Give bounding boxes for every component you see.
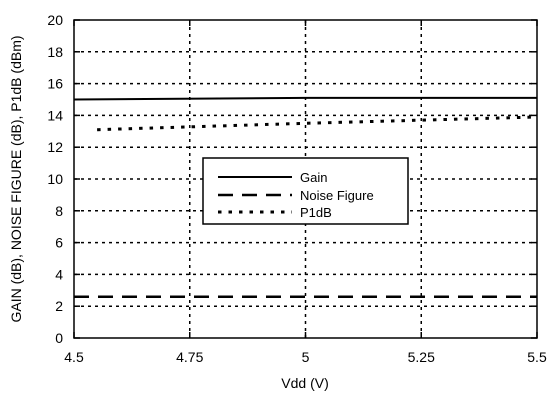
y-axis-label: GAIN (dB), NOISE FIGURE (dB), P1dB (dBm) [8, 35, 24, 322]
legend-label-noise-figure: Noise Figure [300, 188, 374, 203]
y-tick-label: 20 [47, 12, 63, 28]
y-tick-label: 6 [55, 235, 63, 251]
x-tick-label: 5.25 [408, 349, 435, 365]
x-tick-label: 4.75 [176, 349, 203, 365]
x-tick-label: 5 [302, 349, 310, 365]
y-tick-label: 18 [47, 44, 63, 60]
tick-label-layer: 0 2 4 6 8 10 12 14 16 18 20 4.5 4.75 5 5.25 5.5 [47, 12, 547, 365]
legend: Gain Noise Figure P1dB [202, 157, 409, 225]
y-tick-label: 14 [47, 107, 63, 123]
legend-label-p1db: P1dB [300, 205, 332, 220]
y-tick-label: 8 [55, 203, 63, 219]
series-layer [73, 96, 538, 298]
y-tick-label: 16 [47, 76, 63, 92]
y-tick-label: 0 [55, 330, 63, 346]
x-tick-label: 4.5 [64, 349, 84, 365]
x-axis-label: Vdd (V) [281, 375, 328, 391]
x-tick-label: 5.5 [527, 349, 547, 365]
y-tick-label: 10 [47, 171, 63, 187]
y-tick-label: 4 [55, 266, 63, 282]
legend-label-gain: Gain [300, 170, 327, 185]
legend-box [202, 157, 409, 225]
series-line-gain [73, 96, 537, 101]
y-tick-label: 12 [47, 139, 63, 155]
y-tick-label: 2 [55, 298, 63, 314]
series-line-p1db [97, 115, 538, 132]
tick-layer [73, 19, 538, 339]
